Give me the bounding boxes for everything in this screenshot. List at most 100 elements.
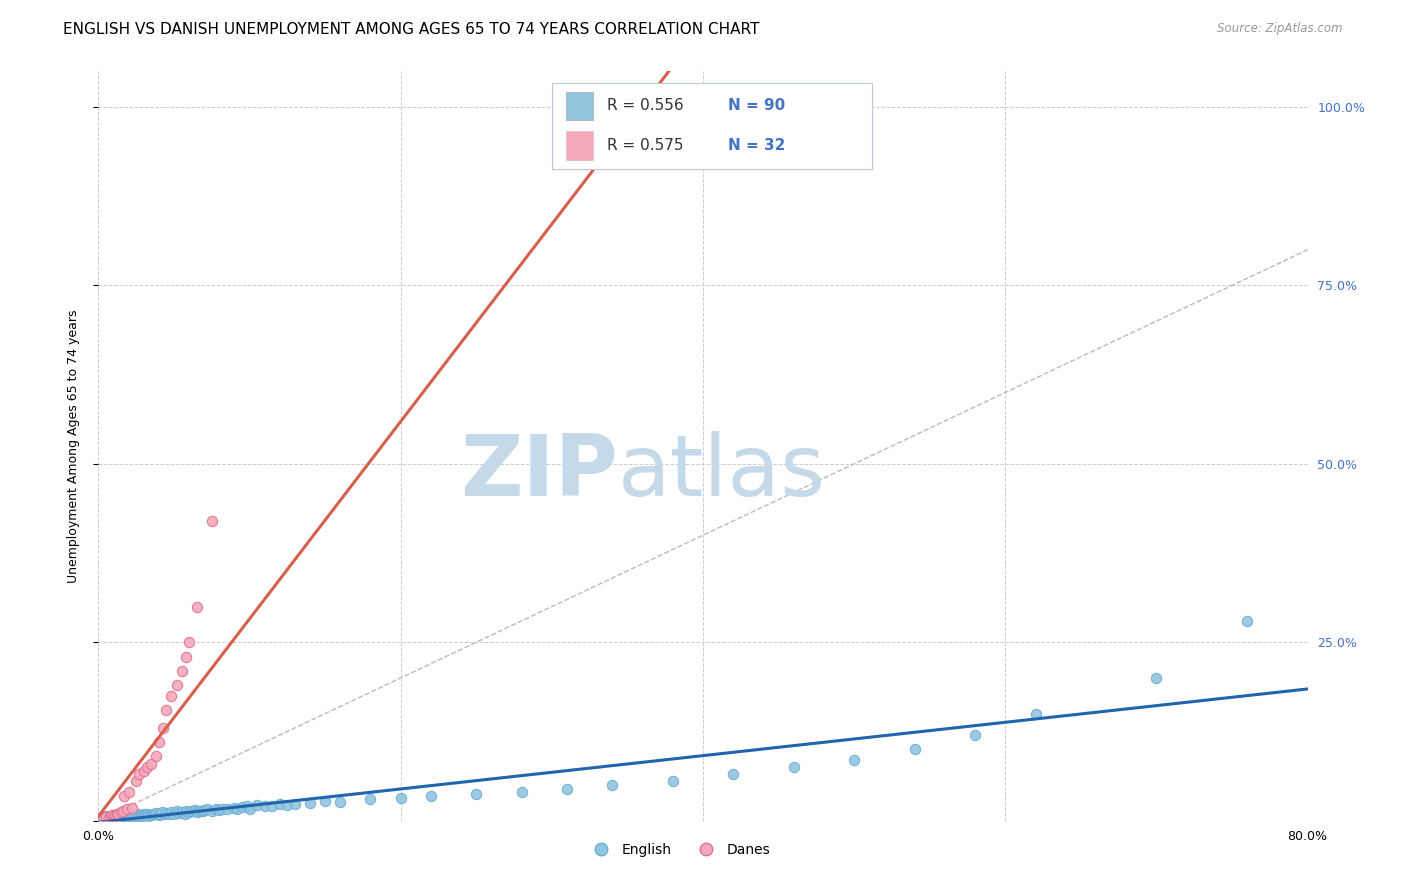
English [215,802,238,816]
Text: atlas: atlas [619,431,827,514]
English [141,808,163,822]
English [181,805,204,819]
English [149,806,172,821]
English [150,805,173,819]
Y-axis label: Unemployment Among Ages 65 to 74 years: Unemployment Among Ages 65 to 74 years [67,310,80,582]
Danes [110,805,132,819]
English [160,805,183,819]
English [420,789,443,804]
English [132,807,155,822]
English [211,801,233,815]
English [111,808,134,822]
Danes [118,785,141,799]
Danes [104,808,127,822]
English [1144,671,1167,685]
English [224,801,246,815]
English [104,810,127,824]
English [115,807,138,822]
English [159,806,181,821]
Danes [132,764,155,778]
Legend: English, Danes: English, Danes [581,838,776,863]
English [128,809,150,823]
Text: ENGLISH VS DANISH UNEMPLOYMENT AMONG AGES 65 TO 74 YEARS CORRELATION CHART: ENGLISH VS DANISH UNEMPLOYMENT AMONG AGE… [63,22,759,37]
English [163,807,186,822]
Danes [135,760,157,774]
Danes [103,809,125,823]
Text: ZIP: ZIP [461,431,619,514]
FancyBboxPatch shape [551,83,872,169]
English [201,804,224,818]
English [167,805,190,820]
English [269,797,291,812]
English [108,808,131,822]
English [121,809,143,823]
English [465,787,488,801]
English [103,809,125,823]
English [555,781,578,796]
English [179,805,201,819]
English [235,799,257,814]
English [723,767,745,781]
Danes [100,808,122,822]
English [145,805,167,820]
Danes [152,721,174,735]
English [129,808,152,822]
English [231,800,253,814]
English [153,807,176,822]
English [127,807,149,822]
English [510,785,533,799]
Danes [186,599,208,614]
Danes [166,678,188,692]
English [208,803,231,817]
English [107,809,129,823]
English [125,808,148,822]
English [136,808,159,822]
Danes [121,801,143,815]
English [101,811,124,825]
English [143,807,166,822]
English [1236,614,1258,628]
English [91,810,114,824]
Danes [125,774,148,789]
Danes [145,749,167,764]
English [120,808,142,822]
English [155,805,177,820]
English [661,774,683,789]
English [226,801,249,815]
English [94,808,117,822]
English [783,760,806,774]
English [112,809,135,823]
English [246,797,269,812]
English [904,742,927,756]
Text: R = 0.575: R = 0.575 [607,138,683,153]
English [191,805,214,819]
Text: R = 0.556: R = 0.556 [607,98,685,113]
Danes [91,812,114,826]
Danes [179,635,201,649]
English [965,728,987,742]
Danes [112,789,135,803]
English [105,808,128,822]
English [239,801,262,815]
Danes [94,810,117,824]
Danes [107,806,129,821]
English [195,802,218,816]
English [114,808,136,822]
English [148,808,170,822]
English [100,810,122,824]
English [142,806,165,821]
Danes [105,807,128,822]
Danes [101,808,124,822]
English [1024,706,1046,721]
Danes [155,703,177,717]
Danes [148,735,170,749]
English [844,753,866,767]
English [122,808,145,822]
English [131,808,153,822]
English [314,794,336,808]
English [602,778,624,792]
Danes [115,802,138,816]
Text: Source: ZipAtlas.com: Source: ZipAtlas.com [1218,22,1343,36]
English [110,810,132,824]
English [262,798,284,813]
